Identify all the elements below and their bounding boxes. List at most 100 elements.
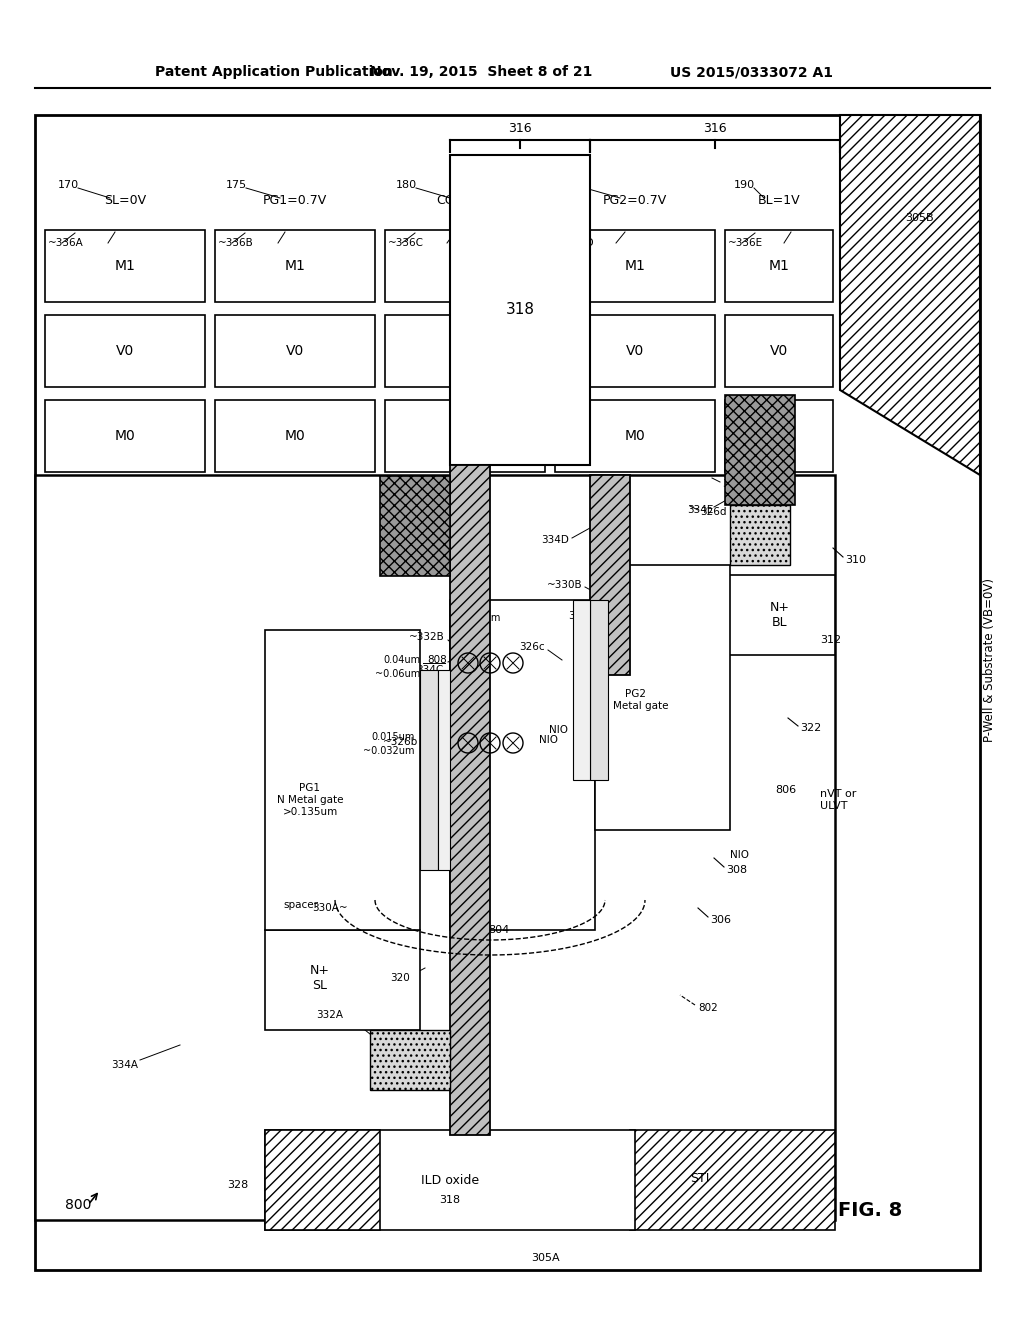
Text: 322: 322 [800, 723, 821, 733]
Text: M1: M1 [285, 259, 305, 273]
Text: ~326b: ~326b [383, 737, 418, 747]
Bar [555, 400, 715, 473]
Text: ~332B: ~332B [410, 632, 445, 642]
Text: M0: M0 [285, 429, 305, 444]
Text: M1: M1 [455, 259, 475, 273]
Text: ~336A: ~336A [48, 238, 84, 248]
Text: ~336C: ~336C [388, 238, 424, 248]
Text: 310: 310 [845, 554, 866, 565]
Text: 804: 804 [488, 925, 509, 935]
Bar [265, 1130, 635, 1230]
Bar [265, 931, 420, 1030]
Bar [725, 395, 795, 506]
Text: ILD oxide: ILD oxide [421, 1173, 479, 1187]
Text: CAP SiN: CAP SiN [302, 1173, 344, 1183]
Text: 320: 320 [390, 973, 410, 983]
Bar [215, 315, 375, 387]
Text: NIO: NIO [461, 814, 479, 825]
Text: V0: V0 [770, 345, 788, 358]
Text: ~332C: ~332C [740, 484, 776, 495]
Text: >0.118um: >0.118um [450, 612, 501, 623]
Text: 0.04um: 0.04um [383, 655, 420, 665]
Text: P-Well & Substrate (VB=0V): P-Well & Substrate (VB=0V) [983, 578, 996, 742]
Text: V0: V0 [116, 345, 134, 358]
Bar [45, 400, 205, 473]
Text: STI: STI [690, 1172, 710, 1184]
Text: 334D: 334D [541, 535, 569, 545]
Text: US 2015/0333072 A1: US 2015/0333072 A1 [670, 65, 833, 79]
Text: ~330B: ~330B [547, 579, 582, 590]
Text: 318: 318 [506, 302, 535, 318]
Text: 800: 800 [65, 1199, 91, 1212]
Text: 330A~: 330A~ [312, 903, 348, 913]
Text: PG2=0.7V: PG2=0.7V [603, 194, 667, 206]
Text: N+
BL: N+ BL [770, 601, 790, 630]
Bar [215, 230, 375, 302]
Text: 334B: 334B [266, 795, 294, 805]
Bar [450, 154, 590, 465]
Text: PG1
N Metal gate
>0.135um: PG1 N Metal gate >0.135um [276, 783, 343, 817]
Bar [385, 315, 545, 387]
Text: HK: HK [433, 774, 442, 787]
Bar [438, 671, 450, 870]
Text: NIO: NIO [539, 735, 558, 744]
Text: 808: 808 [427, 655, 447, 665]
Text: V0: V0 [626, 345, 644, 358]
Text: M0: M0 [769, 429, 790, 444]
Text: 180: 180 [396, 180, 417, 190]
Text: 318: 318 [399, 1055, 421, 1065]
Text: 185: 185 [565, 180, 586, 190]
Text: PG2
N Metal gate: PG2 N Metal gate [602, 689, 669, 710]
Text: 175: 175 [226, 180, 247, 190]
Bar [385, 230, 545, 302]
Text: V0: V0 [286, 345, 304, 358]
Text: 190: 190 [734, 180, 755, 190]
Bar [555, 315, 715, 387]
Bar [573, 601, 590, 780]
Text: 320b: 320b [722, 479, 749, 488]
Text: M0: M0 [455, 429, 475, 444]
Text: ~0.032um: ~0.032um [364, 746, 415, 756]
Text: FIG. 8: FIG. 8 [838, 1200, 902, 1220]
Text: 170: 170 [58, 180, 79, 190]
Text: 308: 308 [726, 865, 748, 875]
Text: Patent Application Publication: Patent Application Publication [155, 65, 393, 79]
Bar [35, 115, 980, 1270]
Bar [725, 230, 833, 302]
Bar [595, 565, 730, 830]
Text: spacer: spacer [283, 900, 318, 909]
Text: ~336B: ~336B [218, 238, 254, 248]
Bar [725, 315, 833, 387]
Bar [555, 230, 715, 302]
Text: Nov. 19, 2015  Sheet 8 of 21: Nov. 19, 2015 Sheet 8 of 21 [370, 65, 592, 79]
Text: 332A: 332A [316, 1010, 343, 1020]
Text: CG=1.8V: CG=1.8V [436, 194, 494, 206]
Bar [380, 477, 450, 576]
Text: 334E: 334E [687, 506, 713, 515]
Text: M1: M1 [769, 259, 790, 273]
Text: 316: 316 [508, 121, 531, 135]
Text: NIO: NIO [730, 850, 749, 861]
Bar [420, 671, 438, 870]
Text: CT: CT [407, 520, 423, 532]
Text: ~336E: ~336E [728, 238, 763, 248]
Bar [725, 400, 833, 473]
Bar [45, 230, 205, 302]
Bar [450, 465, 490, 1135]
Bar [450, 601, 595, 931]
Text: M0: M0 [115, 429, 135, 444]
Text: 312: 312 [820, 635, 841, 645]
Bar [385, 400, 545, 473]
Text: ~336D: ~336D [558, 238, 595, 248]
Text: M0: M0 [625, 429, 645, 444]
Text: N+
SL: N+ SL [310, 964, 330, 993]
Text: 318: 318 [439, 1195, 461, 1205]
Text: 806: 806 [775, 785, 796, 795]
Text: ~0.06um: ~0.06um [375, 669, 420, 678]
Bar [590, 475, 630, 675]
Text: NIO: NIO [549, 725, 567, 735]
Text: 326d: 326d [700, 507, 726, 517]
Text: Oxide: Oxide [446, 758, 456, 783]
Text: HK: HK [600, 689, 609, 701]
Bar [725, 576, 835, 655]
